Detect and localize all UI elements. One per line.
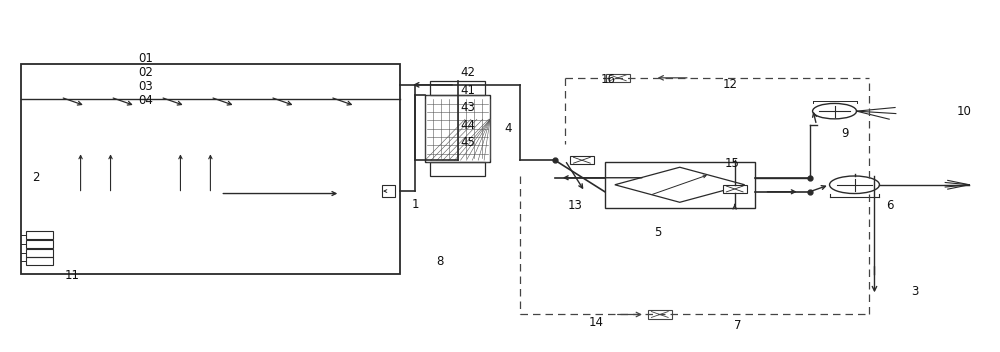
Text: 43: 43 bbox=[461, 101, 475, 114]
Bar bbox=[430, 81, 485, 95]
Text: 03: 03 bbox=[138, 80, 153, 93]
Bar bbox=[26, 240, 53, 248]
Text: 5: 5 bbox=[654, 226, 661, 239]
Text: 04: 04 bbox=[138, 94, 153, 107]
Bar bbox=[605, 162, 755, 208]
Bar bbox=[430, 162, 485, 176]
Text: 15: 15 bbox=[724, 157, 739, 170]
Text: 11: 11 bbox=[65, 269, 80, 282]
Text: 4: 4 bbox=[504, 122, 512, 135]
Bar bbox=[382, 185, 395, 197]
Text: 02: 02 bbox=[138, 66, 153, 79]
Text: 01: 01 bbox=[138, 52, 153, 65]
Text: 45: 45 bbox=[461, 136, 475, 149]
Text: 16: 16 bbox=[600, 73, 615, 86]
Text: 7: 7 bbox=[734, 319, 741, 332]
Text: 8: 8 bbox=[436, 256, 444, 268]
Text: 12: 12 bbox=[722, 78, 737, 91]
Text: 6: 6 bbox=[886, 199, 893, 212]
Text: 42: 42 bbox=[461, 66, 476, 79]
Text: 9: 9 bbox=[841, 127, 848, 140]
Bar bbox=[606, 74, 630, 82]
Text: 41: 41 bbox=[461, 84, 476, 96]
Text: 3: 3 bbox=[911, 285, 918, 298]
Text: 10: 10 bbox=[957, 105, 972, 118]
Bar bbox=[26, 231, 53, 239]
Text: 44: 44 bbox=[461, 119, 476, 132]
Text: 2: 2 bbox=[32, 171, 39, 184]
Bar bbox=[570, 156, 594, 164]
Bar bbox=[648, 310, 672, 319]
Bar bbox=[21, 64, 400, 274]
Bar bbox=[723, 185, 747, 193]
Bar bbox=[26, 249, 53, 257]
Text: 13: 13 bbox=[567, 199, 582, 212]
Bar bbox=[425, 95, 490, 162]
Text: 14: 14 bbox=[588, 316, 603, 329]
Bar bbox=[26, 257, 53, 265]
Text: 1: 1 bbox=[411, 197, 419, 210]
